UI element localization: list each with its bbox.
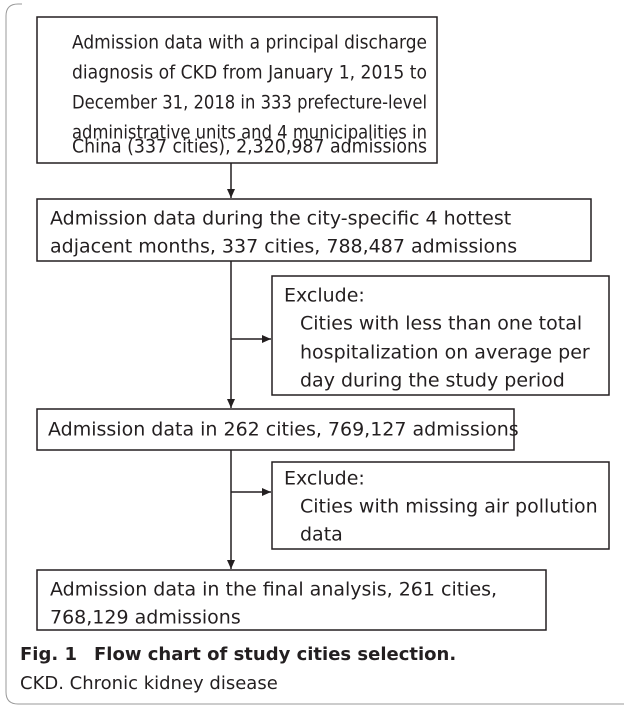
node-heading: Exclude: <box>284 468 365 490</box>
node-text: diagnosis of CKD from January 1, 2015 to <box>72 62 427 84</box>
node-heading: Exclude: <box>284 285 365 307</box>
node-text: Admission data with a principal discharg… <box>72 32 427 54</box>
node-box <box>36 408 515 451</box>
caption-note: CKD. Chronic kidney disease <box>20 673 278 694</box>
node-text: Admission data during the city-specific … <box>50 208 511 230</box>
caption-label: Fig. 1 <box>20 644 77 665</box>
node-text: hospitalization on average per <box>300 342 590 364</box>
node-text: 768,129 admissions <box>50 607 241 629</box>
node-box <box>36 569 547 631</box>
node-text: Cities with less than one total <box>300 313 582 335</box>
node-text: day during the study period <box>300 370 565 392</box>
caption-title: Flow chart of study cities selection. <box>94 644 456 665</box>
node-text: data <box>300 524 343 546</box>
node-text: December 31, 2018 in 333 prefecture-leve… <box>72 92 427 114</box>
node-text: adjacent months, 337 cities, 788,487 adm… <box>50 236 517 258</box>
node-box <box>271 275 610 396</box>
node-box <box>271 461 610 550</box>
node-text: Cities with missing air pollution <box>300 496 598 518</box>
node-text: Admission data in the final analysis, 26… <box>50 579 497 601</box>
node-box <box>36 16 438 164</box>
node-box <box>36 198 592 262</box>
frame <box>5 3 624 705</box>
node-text: administrative units and 4 municipalitie… <box>72 122 427 144</box>
node-text: Admission data in 262 cities, 769,127 ad… <box>48 419 519 441</box>
node-text: China (337 cities), 2,320,987 admissions <box>72 136 427 158</box>
node-texts: Admission data with a principal discharg… <box>48 32 598 629</box>
